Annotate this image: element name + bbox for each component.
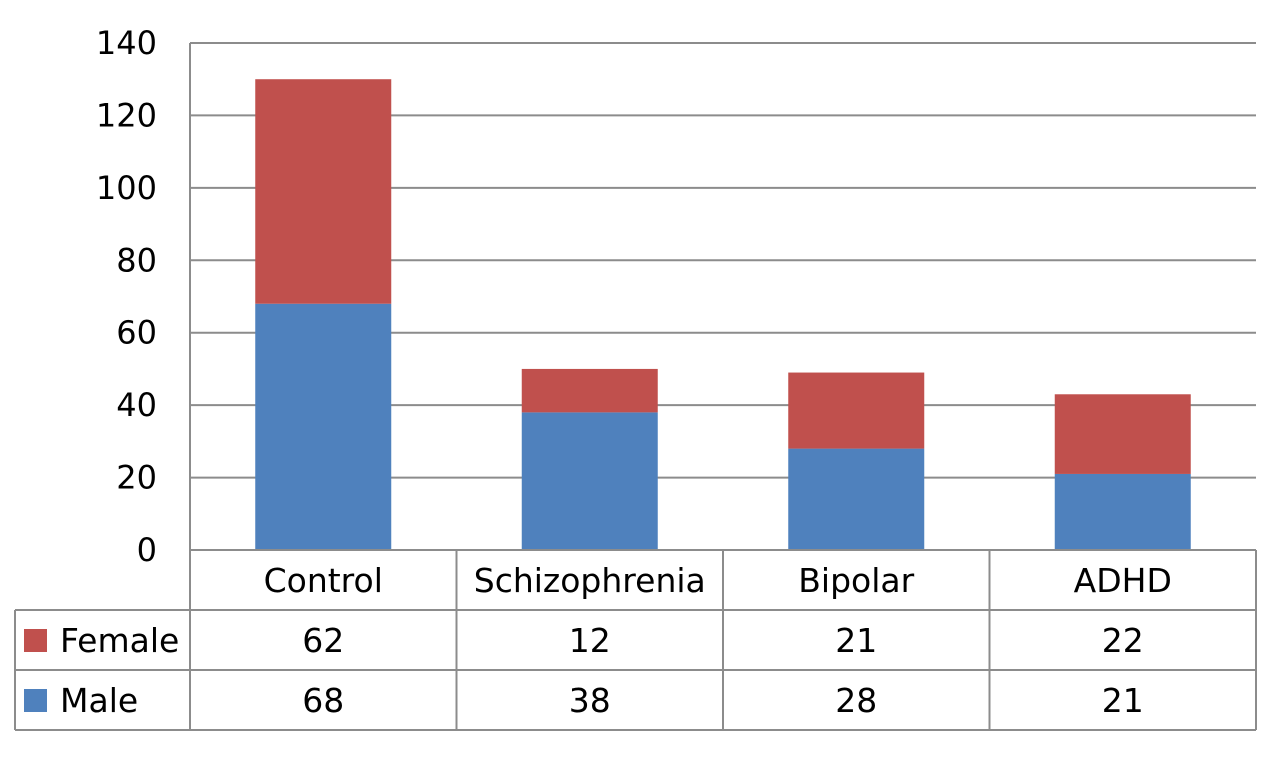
bar-male-adhd <box>1054 473 1191 550</box>
bar-male-schizophrenia <box>521 412 658 550</box>
y-tick-label: 120 <box>96 96 157 134</box>
legend-label-male: Male <box>60 681 138 720</box>
bar-female-bipolar <box>788 372 925 449</box>
y-tick-label: 140 <box>96 24 157 62</box>
y-tick-label: 60 <box>116 314 157 352</box>
data-table: Control Schizophrenia Bipolar ADHD Female 62 1… <box>14 550 1257 731</box>
table-cell-value: 21 <box>835 621 877 660</box>
table-cell-value: 21 <box>1102 681 1144 720</box>
category-label: Bipolar <box>798 561 914 600</box>
table-cell-value: 12 <box>569 621 611 660</box>
category-label: Control <box>264 561 383 600</box>
y-tick-label: 20 <box>116 459 157 497</box>
bar-female-schizophrenia <box>521 368 658 413</box>
legend-label-female: Female <box>60 621 179 660</box>
table-cell-value: 22 <box>1102 621 1144 660</box>
bars <box>255 79 1191 550</box>
y-tick-label: 0 <box>137 531 157 569</box>
bar-female-adhd <box>1054 394 1191 474</box>
bar-male-control <box>255 303 392 550</box>
y-tick-label: 100 <box>96 169 157 207</box>
y-tick-label: 80 <box>116 241 157 279</box>
y-tick-label: 40 <box>116 386 157 424</box>
legend-key-male <box>24 689 47 712</box>
bar-male-bipolar <box>788 448 925 550</box>
table-cell-value: 28 <box>835 681 877 720</box>
category-label: Schizophrenia <box>474 561 706 600</box>
bar-female-control <box>255 79 392 304</box>
y-axis-ticks: 0 20 40 60 80 100 120 140 <box>96 24 157 569</box>
table-cell-value: 62 <box>302 621 344 660</box>
category-label: ADHD <box>1074 561 1172 600</box>
table-cell-value: 68 <box>302 681 344 720</box>
legend-key-female <box>24 629 47 652</box>
table-cell-value: 38 <box>569 681 611 720</box>
